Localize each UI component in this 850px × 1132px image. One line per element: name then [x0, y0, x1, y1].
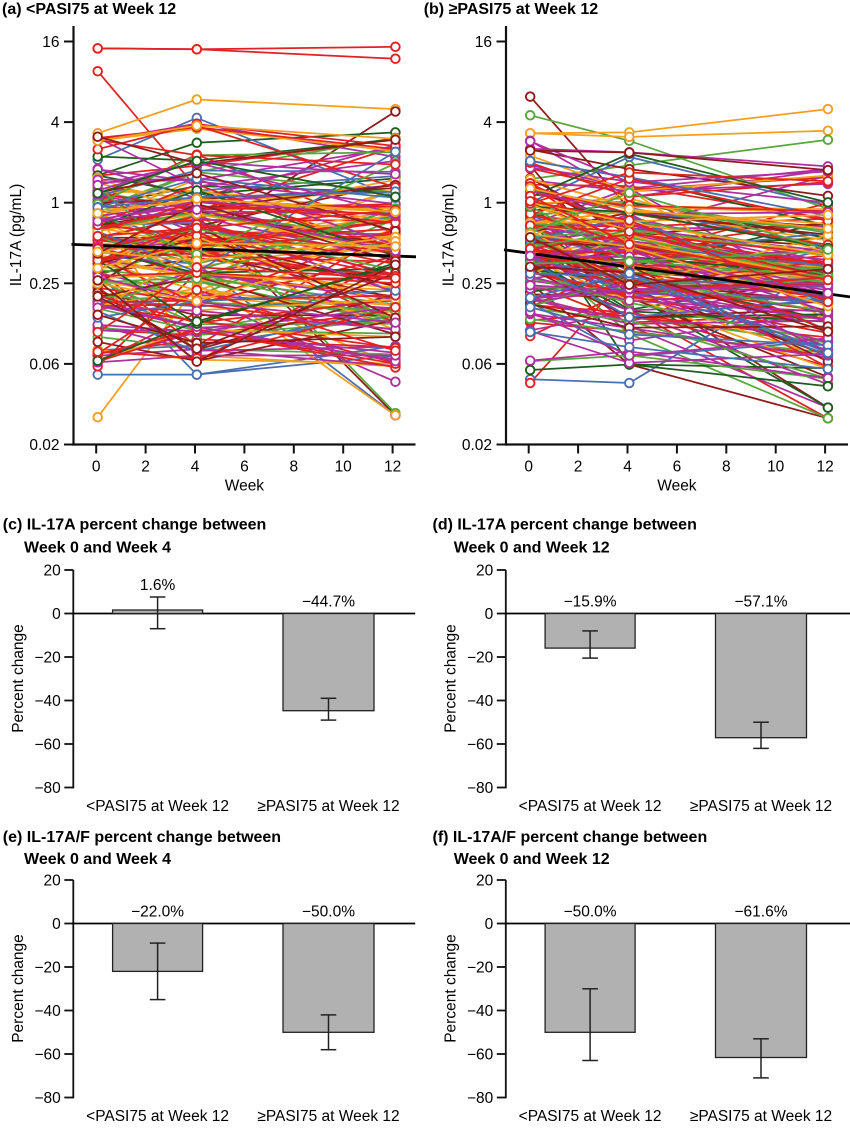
svg-text:≥PASI75 at Week 12: ≥PASI75 at Week 12 [257, 1108, 399, 1125]
svg-text:0: 0 [485, 606, 494, 623]
svg-text:≥PASI75 at Week 12: ≥PASI75 at Week 12 [257, 798, 399, 815]
svg-text:8: 8 [722, 459, 731, 476]
svg-text:0.25: 0.25 [29, 276, 59, 293]
svg-text:(a) <PASI75 at Week 12: (a) <PASI75 at Week 12 [2, 1, 176, 18]
svg-text:−57.1%: −57.1% [734, 594, 787, 611]
svg-text:<PASI75 at Week 12: <PASI75 at Week 12 [519, 798, 662, 815]
svg-text:12: 12 [384, 459, 401, 476]
svg-text:−80: −80 [35, 780, 62, 797]
svg-text:−60: −60 [35, 1047, 62, 1064]
svg-text:−20: −20 [35, 650, 62, 667]
svg-text:IL-17A (pg/mL): IL-17A (pg/mL) [441, 184, 458, 287]
svg-text:0.25: 0.25 [462, 276, 492, 293]
svg-text:0.02: 0.02 [29, 437, 59, 454]
svg-text:6: 6 [673, 459, 682, 476]
svg-text:≥PASI75 at Week 12: ≥PASI75 at Week 12 [690, 798, 832, 815]
svg-text:<PASI75 at Week 12: <PASI75 at Week 12 [86, 798, 229, 815]
svg-text:(e) IL-17A/F percent change be: (e) IL-17A/F percent change between [3, 829, 281, 846]
svg-text:20: 20 [476, 873, 494, 890]
svg-text:−20: −20 [467, 960, 494, 977]
svg-text:0.02: 0.02 [462, 437, 492, 454]
svg-text:−40: −40 [35, 693, 62, 710]
svg-text:Percent change: Percent change [443, 624, 460, 733]
svg-text:−50.0%: −50.0% [564, 904, 617, 921]
svg-text:8: 8 [289, 459, 298, 476]
svg-text:−22.0%: −22.0% [131, 904, 184, 921]
svg-text:Week: Week [657, 478, 697, 495]
svg-text:<PASI75 at Week 12: <PASI75 at Week 12 [519, 1108, 662, 1125]
svg-text:Percent change: Percent change [10, 934, 27, 1043]
svg-text:−20: −20 [467, 650, 494, 667]
svg-text:−60: −60 [467, 1047, 494, 1064]
svg-text:4: 4 [51, 115, 60, 132]
svg-text:0: 0 [524, 459, 533, 476]
svg-text:6: 6 [240, 459, 249, 476]
svg-text:(f) IL-17A/F percent change be: (f) IL-17A/F percent change between [433, 829, 708, 846]
svg-text:(c) IL-17A percent change betw: (c) IL-17A percent change between [3, 517, 266, 534]
svg-text:1.6%: 1.6% [140, 577, 176, 594]
svg-text:10: 10 [335, 459, 353, 476]
svg-text:2: 2 [141, 459, 150, 476]
svg-text:12: 12 [816, 459, 833, 476]
svg-text:−40: −40 [467, 1003, 494, 1020]
svg-text:−50.0%: −50.0% [302, 904, 355, 921]
svg-text:−80: −80 [467, 1090, 494, 1107]
svg-text:−60: −60 [35, 737, 62, 754]
svg-text:−80: −80 [467, 780, 494, 797]
svg-text:Week 0 and Week 4: Week 0 and Week 4 [24, 851, 171, 868]
svg-text:4: 4 [191, 459, 200, 476]
svg-text:0: 0 [92, 459, 101, 476]
svg-text:4: 4 [483, 115, 492, 132]
svg-text:2: 2 [574, 459, 583, 476]
svg-text:<PASI75 at Week 12: <PASI75 at Week 12 [86, 1108, 229, 1125]
svg-text:Week: Week [225, 478, 265, 495]
svg-text:(b) ≥PASI75 at Week 12: (b) ≥PASI75 at Week 12 [424, 1, 599, 18]
svg-text:20: 20 [476, 563, 494, 580]
svg-text:Week 0 and Week 4: Week 0 and Week 4 [24, 539, 171, 556]
svg-text:−15.9%: −15.9% [564, 594, 617, 611]
svg-text:−44.7%: −44.7% [302, 594, 355, 611]
svg-text:Week 0 and Week 12: Week 0 and Week 12 [454, 539, 610, 556]
svg-text:IL-17A (pg/mL): IL-17A (pg/mL) [8, 184, 25, 287]
svg-text:0.06: 0.06 [462, 356, 492, 373]
svg-text:16: 16 [475, 34, 492, 51]
svg-text:1: 1 [51, 195, 60, 212]
svg-text:−20: −20 [35, 960, 62, 977]
svg-text:0: 0 [52, 606, 61, 623]
svg-text:−80: −80 [35, 1090, 62, 1107]
svg-text:−60: −60 [467, 737, 494, 754]
svg-text:10: 10 [767, 459, 785, 476]
svg-text:0: 0 [52, 916, 61, 933]
svg-text:Percent change: Percent change [443, 934, 460, 1043]
svg-text:16: 16 [42, 34, 59, 51]
svg-text:−40: −40 [35, 1003, 62, 1020]
svg-text:(d) IL-17A percent change betw: (d) IL-17A percent change between [433, 517, 697, 534]
svg-text:−40: −40 [467, 693, 494, 710]
svg-text:20: 20 [44, 563, 62, 580]
svg-text:−61.6%: −61.6% [734, 904, 787, 921]
svg-text:20: 20 [44, 873, 62, 890]
svg-text:4: 4 [623, 459, 632, 476]
svg-text:Percent change: Percent change [10, 624, 27, 733]
svg-text:1: 1 [483, 195, 492, 212]
svg-text:0.06: 0.06 [29, 356, 59, 373]
svg-text:≥PASI75 at Week 12: ≥PASI75 at Week 12 [690, 1108, 832, 1125]
svg-text:Week 0 and Week 12: Week 0 and Week 12 [454, 851, 610, 868]
svg-text:0: 0 [485, 916, 494, 933]
